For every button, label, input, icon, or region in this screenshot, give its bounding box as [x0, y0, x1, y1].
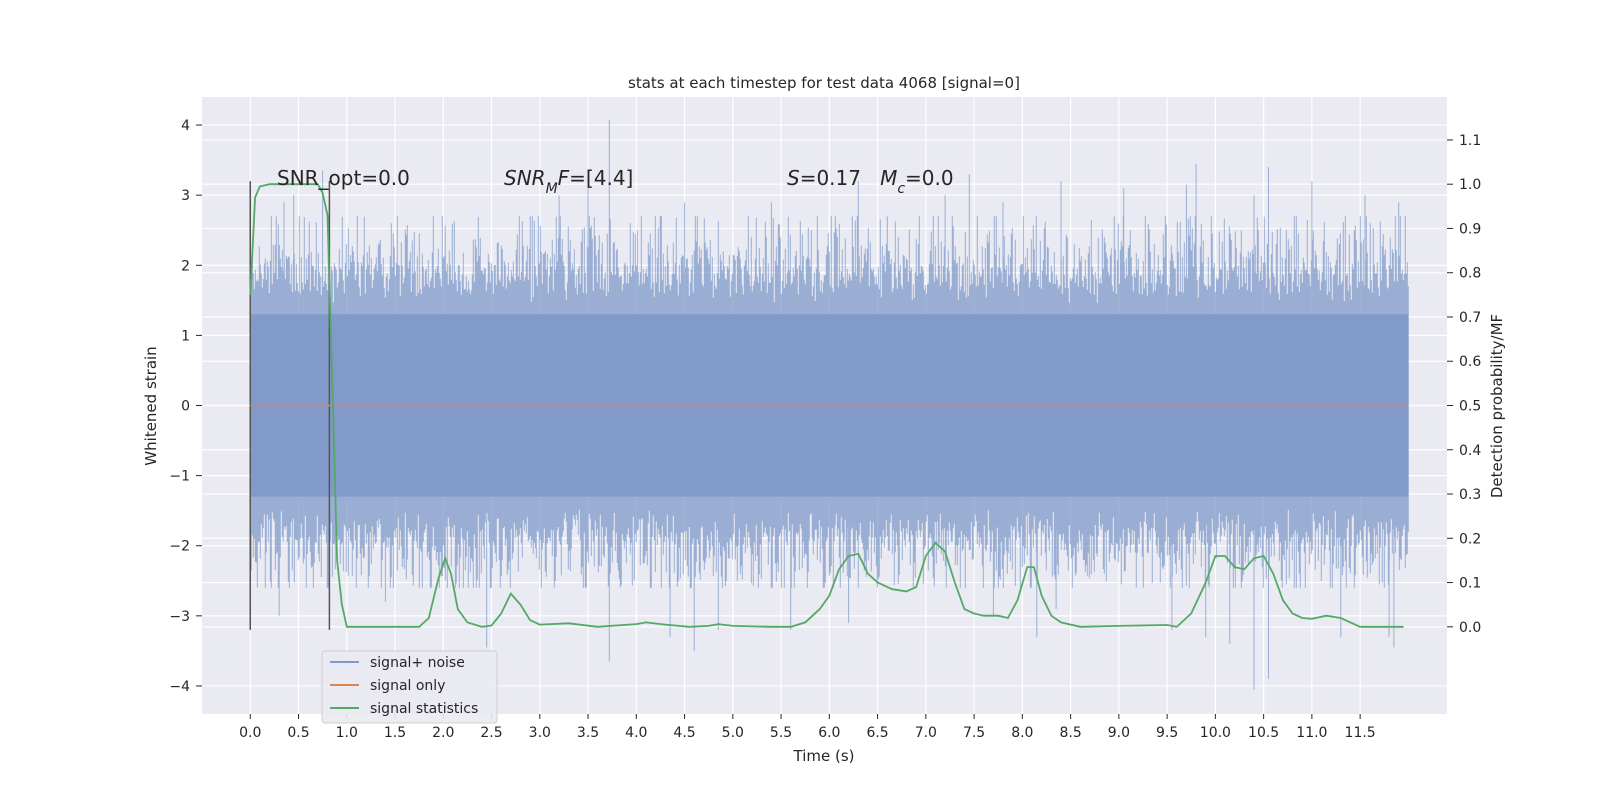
signal-statistics-line: [249, 183, 1404, 628]
chart-title: stats at each timestep for test data 406…: [628, 74, 1020, 92]
x-tick-label: 10.0: [1200, 725, 1231, 741]
left-tick-label: −1: [169, 469, 190, 485]
annotation-snr-opt: SNR_opt=0.0: [277, 166, 410, 190]
y-axis-label-right: Detection probability/MF: [1488, 314, 1506, 498]
legend: signal+ noise signal only signal statistic…: [321, 650, 498, 724]
right-tick-label: 0.7: [1459, 310, 1481, 326]
x-tick-label: 9.5: [1156, 725, 1178, 741]
right-tick-label: 0.6: [1459, 354, 1481, 370]
x-tick-label: 3.0: [529, 725, 551, 741]
x-tick-label: 6.0: [818, 725, 840, 741]
x-tick-label: 8.5: [1059, 725, 1081, 741]
x-tick-label: 2.0: [432, 725, 454, 741]
x-tick-label: 9.0: [1108, 725, 1130, 741]
x-tick-label: 0.0: [239, 725, 261, 741]
legend-label: signal+ noise: [370, 655, 465, 671]
left-tick-label: 3: [181, 188, 190, 204]
right-tick-label: 0.5: [1459, 399, 1481, 415]
x-tick-label: 1.0: [336, 725, 358, 741]
left-tick-label: 1: [181, 328, 190, 344]
x-tick-label: 5.0: [722, 725, 744, 741]
right-tick-label: 0.1: [1459, 576, 1481, 592]
right-tick-label: 1.0: [1459, 177, 1481, 193]
legend-box: [321, 650, 498, 724]
left-tick-label: 4: [181, 118, 190, 134]
x-tick-label: 4.0: [625, 725, 647, 741]
x-tick-label: 3.5: [577, 725, 599, 741]
y-axis-label-left: Whitened strain: [142, 346, 160, 465]
right-tick-label: 0.3: [1459, 487, 1481, 503]
right-axis-ticks: 0.0 0.1 0.2 0.3 0.4 0.5 0.6 0.7 0.8 0.9 1.0 1.1: [1447, 133, 1481, 636]
x-tick-label: 8.0: [1011, 725, 1033, 741]
right-tick-label: 0.4: [1459, 443, 1481, 459]
x-tick-label: 4.5: [673, 725, 695, 741]
right-tick-label: 1.1: [1459, 133, 1481, 149]
x-axis-ticks: 0.0 0.5 1.0 1.5 2.0 2.5 3.0 3.5 4.0 4.5 5.0 5.5 6.0 6…: [239, 714, 1376, 741]
left-tick-label: 2: [181, 258, 190, 274]
x-tick-label: 7.5: [963, 725, 985, 741]
right-tick-label: 0.2: [1459, 531, 1481, 547]
x-axis-label: Time (s): [793, 747, 855, 765]
legend-label: signal statistics: [370, 701, 478, 717]
right-tick-label: 0.0: [1459, 620, 1481, 636]
x-tick-label: 0.5: [287, 725, 309, 741]
left-tick-label: −4: [169, 679, 190, 695]
x-tick-label: 6.5: [866, 725, 888, 741]
x-tick-label: 7.0: [915, 725, 937, 741]
annotation-snr-mf: SNRMF=[4.4]: [504, 166, 633, 197]
x-tick-label: 11.5: [1345, 725, 1376, 741]
right-tick-label: 0.8: [1459, 266, 1481, 282]
x-tick-label: 2.5: [480, 725, 502, 741]
left-tick-label: 0: [181, 399, 190, 415]
right-tick-label: 0.9: [1459, 221, 1481, 237]
left-tick-label: −2: [169, 539, 190, 555]
left-tick-label: −3: [169, 609, 190, 625]
left-axis-ticks: −4 −3 −2 −1 0 1 2 3 4: [169, 118, 202, 695]
x-tick-label: 1.5: [384, 725, 406, 741]
legend-label: signal only: [370, 678, 445, 694]
x-tick-label: 5.5: [770, 725, 792, 741]
x-tick-label: 11.0: [1296, 725, 1327, 741]
annotation-s-mc: S=0.17 Mc=0.0: [787, 166, 954, 197]
x-tick-label: 10.5: [1248, 725, 1279, 741]
